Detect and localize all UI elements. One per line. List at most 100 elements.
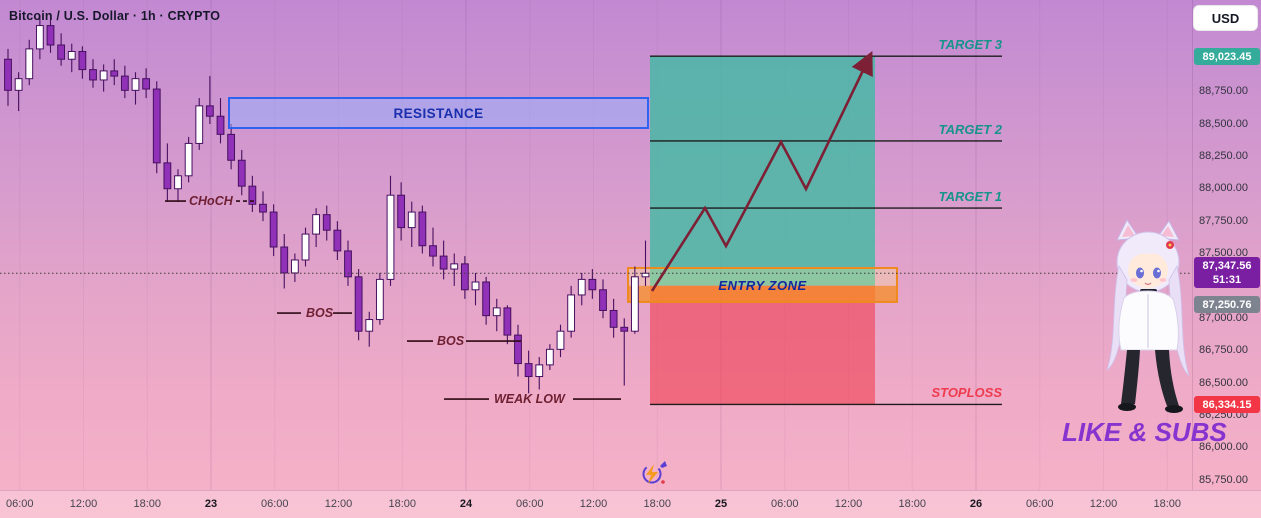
candle xyxy=(471,281,480,291)
price-axis-label: 87,750.00 xyxy=(1199,214,1248,227)
time-axis-label: 06:00 xyxy=(1025,498,1054,510)
price-axis-label: 88,250.00 xyxy=(1199,149,1248,162)
time-axis-label: 26 xyxy=(969,498,983,510)
candle xyxy=(450,263,459,270)
target-price-badge: 89,023.45 xyxy=(1194,48,1260,65)
time-axis-label: 06:00 xyxy=(260,498,289,510)
candle xyxy=(142,78,151,90)
time-axis-label: 12:00 xyxy=(69,498,98,510)
resistance-zone-box[interactable]: RESISTANCE xyxy=(228,97,649,129)
candle xyxy=(599,289,607,311)
price-axis-label: 88,000.00 xyxy=(1199,182,1248,195)
entry-zone-label[interactable]: ENTRY ZONE xyxy=(718,278,807,293)
symbol-title[interactable]: Bitcoin / U.S. Dollar · 1h · CRYPTO xyxy=(9,9,221,23)
stoploss-price-badge: 86,334.15 xyxy=(1194,396,1260,413)
price-axis-label: 86,000.00 xyxy=(1199,441,1248,454)
like-subscribe-text: LIKE & SUBS xyxy=(1062,417,1227,447)
time-axis-label: 18:00 xyxy=(1153,498,1182,510)
candle xyxy=(290,259,299,274)
time-axis-label: 18:00 xyxy=(643,498,672,510)
candle xyxy=(609,309,618,328)
time-axis-label: 06:00 xyxy=(770,498,799,510)
candle xyxy=(248,185,257,205)
candle xyxy=(418,211,427,247)
price-axis-label: 87,000.00 xyxy=(1199,311,1248,324)
weak-low-label[interactable]: WEAK LOW xyxy=(494,392,565,406)
currency-usd-button[interactable]: USD xyxy=(1193,5,1258,31)
price-axis[interactable]: 89,023.45 87,347.56 51:31 87,250.76 86,3… xyxy=(1192,0,1261,490)
candle xyxy=(259,203,267,213)
candle xyxy=(460,263,469,291)
candle xyxy=(535,364,544,378)
target-1-label[interactable]: TARGET 1 xyxy=(938,189,1002,204)
candle xyxy=(354,276,363,332)
time-axis-label: 12:00 xyxy=(834,498,863,510)
candle xyxy=(78,50,87,71)
bos-label-2[interactable]: BOS xyxy=(437,334,465,348)
trend-arrow[interactable] xyxy=(650,50,873,292)
candle xyxy=(280,246,289,274)
candle xyxy=(205,105,214,117)
candle xyxy=(641,272,650,278)
time-axis-label: 24 xyxy=(459,498,473,510)
candle xyxy=(57,44,66,60)
profit-zone[interactable] xyxy=(650,56,875,286)
price-axis-label: 88,500.00 xyxy=(1199,117,1248,130)
candle xyxy=(67,50,76,60)
candle xyxy=(301,233,310,261)
candle xyxy=(344,250,352,278)
time-axis-label: 25 xyxy=(714,498,728,510)
entry-zone-box[interactable] xyxy=(627,267,898,303)
candle xyxy=(131,78,140,91)
candle xyxy=(567,294,576,332)
candle xyxy=(25,48,34,80)
candle xyxy=(195,105,204,144)
candle xyxy=(89,69,97,81)
current-price-value: 87,347.56 xyxy=(1202,259,1252,272)
candle xyxy=(407,211,416,229)
candle xyxy=(333,229,342,252)
time-axis[interactable]: 06:00 12:00 18:00 23 06:00 12:00 18:00 24 06:00 1… xyxy=(0,490,1261,518)
candle xyxy=(14,78,23,91)
price-axis-label: 86,500.00 xyxy=(1199,376,1248,389)
candle xyxy=(184,142,193,177)
bos-label-1[interactable]: BOS xyxy=(306,306,334,320)
candle xyxy=(269,211,278,248)
target-2-label[interactable]: TARGET 2 xyxy=(938,122,1002,137)
candle xyxy=(482,281,491,317)
candle xyxy=(99,70,108,81)
candle xyxy=(620,326,629,332)
choch-label[interactable]: CHoCH xyxy=(189,194,233,208)
time-axis-label: 18:00 xyxy=(388,498,417,510)
time-axis-label: 23 xyxy=(204,498,218,510)
price-axis-label: 88,750.00 xyxy=(1199,85,1248,98)
candle xyxy=(237,159,246,187)
candle xyxy=(588,278,597,291)
time-axis-label: 06:00 xyxy=(5,498,34,510)
candle xyxy=(439,255,448,270)
candle xyxy=(375,278,384,321)
mascot-cat-girl xyxy=(1106,219,1190,413)
mascot-image xyxy=(1106,219,1190,413)
candle xyxy=(503,307,512,336)
candle xyxy=(174,175,182,190)
stoploss-label[interactable]: STOPLOSS xyxy=(931,385,1002,400)
bar-countdown: 51:31 xyxy=(1212,273,1242,286)
candle xyxy=(120,75,129,91)
candle xyxy=(35,25,44,50)
risk-zone[interactable] xyxy=(650,285,875,405)
time-axis-label: 18:00 xyxy=(898,498,927,510)
target-3-label[interactable]: TARGET 3 xyxy=(938,37,1002,52)
replay-marker-icon[interactable] xyxy=(640,461,667,486)
current-price-badge: 87,347.56 51:31 xyxy=(1194,257,1260,288)
candle xyxy=(216,115,225,135)
candle xyxy=(492,307,501,317)
resistance-label: RESISTANCE xyxy=(393,105,484,121)
time-axis-label: 12:00 xyxy=(324,498,353,510)
candle xyxy=(545,348,554,366)
candle xyxy=(163,162,172,190)
time-axis-label: 12:00 xyxy=(579,498,608,510)
price-axis-label: 87,500.00 xyxy=(1199,247,1248,259)
